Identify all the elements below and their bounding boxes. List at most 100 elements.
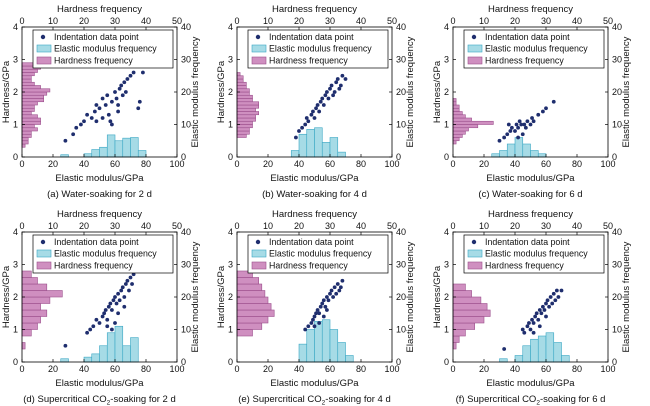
legend-hardness-label: Hardness frequency [54, 56, 133, 66]
indentation-point [338, 285, 343, 290]
hardness-hist-bar [21, 322, 38, 330]
hardness-hist-bar [452, 124, 479, 129]
legend-point-label: Indentation data point [485, 237, 570, 247]
x-tick-label: 20 [479, 159, 489, 169]
hardness-hist-bar [236, 120, 253, 125]
indentation-point [544, 106, 548, 111]
hardness-hist-bar [236, 111, 260, 116]
x-top-tick-label: 10 [479, 16, 489, 26]
modulus-hist-bar [122, 137, 131, 158]
x-tick-label: 20 [263, 364, 273, 374]
legend-box [247, 29, 389, 69]
indentation-point [137, 99, 142, 104]
x-top-tick-label: 20 [79, 221, 89, 231]
indentation-point [123, 282, 128, 286]
indentation-point [326, 298, 331, 303]
hardness-hist-bar [21, 296, 51, 304]
hardness-hist-bar [236, 85, 247, 90]
hardness-hist-bar [452, 335, 460, 343]
caption-suffix: -soaking for 2 d [110, 394, 175, 405]
indentation-point [116, 311, 120, 316]
x-tick-label: 40 [79, 364, 89, 374]
indentation-point [312, 314, 317, 319]
x-axis-title: Elastic modulus/GPa [55, 173, 144, 184]
indentation-point [337, 86, 342, 91]
x-tick-label: 80 [141, 364, 151, 374]
hardness-hist-bar [236, 290, 266, 298]
hardness-hist-bar [21, 270, 32, 278]
legend-point-label: Indentation data point [54, 237, 139, 247]
y-tick-label: 2 [228, 292, 233, 302]
hardness-hist-bar [236, 130, 250, 135]
indentation-point [334, 80, 339, 85]
y-tick-label: 1 [228, 120, 233, 130]
indentation-point [554, 288, 559, 293]
hardness-hist-bar [452, 111, 463, 116]
y-right-tick-label: 30 [612, 55, 622, 65]
indentation-point [318, 99, 323, 104]
x-tick-label: 40 [510, 364, 520, 374]
caption-suffix: -soaking for 4 d [325, 394, 390, 405]
legend-hardness-swatch [251, 261, 267, 270]
hardness-hist-bar [21, 117, 41, 122]
hardness-hist-bar [452, 283, 466, 291]
modulus-hist-bar [345, 355, 354, 363]
y-right-tick-label: 0 [181, 152, 186, 162]
x-tick-label: 20 [479, 364, 489, 374]
hardness-hist-bar [21, 85, 41, 90]
modulus-hist-bar [114, 140, 124, 158]
indentation-point [525, 324, 530, 329]
y-tick-label: 0 [444, 152, 449, 162]
indentation-point [114, 96, 119, 101]
indentation-point [297, 129, 301, 133]
indentation-point [94, 103, 99, 107]
indentation-point [303, 122, 308, 127]
hardness-hist-bar [21, 133, 32, 138]
hardness-hist-bar [452, 303, 488, 311]
hardness-hist-bar [452, 137, 460, 142]
indentation-point [94, 119, 99, 124]
x-tick-label: 100 [600, 364, 615, 374]
caption-prefix: (d) Supercritical CO [23, 394, 106, 405]
hardness-hist-bar [236, 98, 253, 103]
x-tick-label: 40 [79, 159, 89, 169]
x-top-tick-label: 50 [172, 16, 182, 26]
indentation-point [544, 314, 548, 319]
indentation-point [128, 275, 133, 280]
legend-hardness-label: Hardness frequency [269, 56, 348, 66]
indentation-point [100, 96, 105, 101]
y-right-tick-label: 40 [396, 227, 406, 237]
indentation-point [120, 285, 125, 290]
indentation-point [545, 298, 550, 303]
indentation-point [123, 90, 128, 94]
modulus-hist-bar [506, 143, 516, 158]
indentation-point [508, 129, 513, 133]
hardness-hist-bar [452, 117, 472, 122]
indentation-point [329, 288, 334, 293]
indentation-point [92, 109, 97, 114]
hardness-hist-bar [236, 101, 260, 106]
indentation-point [131, 70, 136, 75]
indentation-point [519, 122, 524, 127]
indentation-point [522, 330, 527, 335]
indentation-point [530, 317, 534, 322]
y-axis-title: Hardness/GPa [432, 265, 443, 328]
modulus-hist-bar [537, 335, 547, 363]
y-right-axis-title: Elastic modulus frequency [405, 241, 416, 352]
x-top-tick-label: 10 [263, 16, 273, 26]
modulus-hist-bar [514, 137, 524, 158]
x-tick-label: 60 [541, 364, 551, 374]
y-right-axis-title: Elastic modulus frequency [405, 36, 416, 147]
hardness-hist-bar [236, 329, 253, 337]
x-tick-label: 60 [541, 159, 551, 169]
indentation-point [100, 116, 105, 120]
hardness-hist-bar [236, 322, 263, 330]
indentation-point [317, 109, 322, 114]
indentation-point [528, 327, 533, 332]
hardness-hist-bar [452, 98, 457, 103]
x-top-tick-label: 0 [450, 16, 455, 26]
hardness-hist-bar [236, 133, 247, 138]
y-tick-label: 1 [444, 120, 449, 130]
